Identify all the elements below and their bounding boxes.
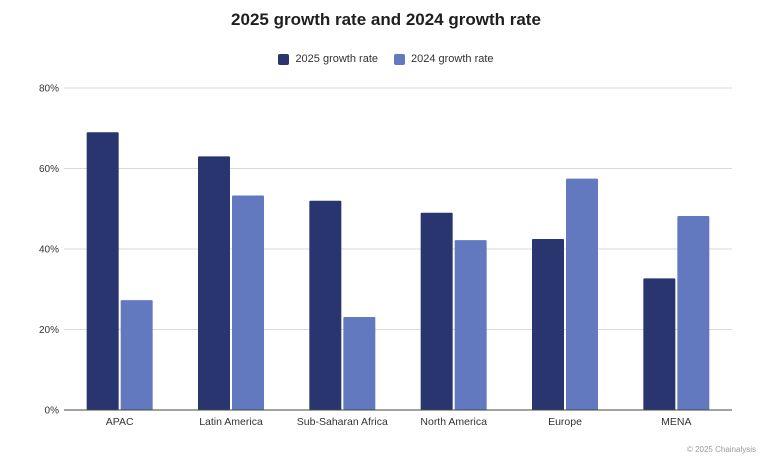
chart-title: 2025 growth rate and 2024 growth rate (231, 10, 541, 29)
bar-2024 (232, 195, 264, 410)
y-tick-label: 40% (39, 245, 59, 256)
legend-item-2025: 2025 growth rate (278, 53, 378, 65)
bar-2025 (532, 238, 564, 410)
copyright-text: © 2025 Chainalysis (686, 445, 756, 454)
legend-swatch-2025 (278, 53, 290, 65)
x-tick-label: Sub-Saharan Africa (297, 416, 388, 428)
bar-2024 (677, 215, 710, 410)
legend-swatch-2024 (394, 53, 405, 65)
y-tick-label: 60% (39, 164, 59, 175)
bar-2024 (454, 240, 487, 410)
bar-2024 (120, 300, 153, 410)
y-tick-label: 20% (39, 325, 59, 336)
x-tick-label: North America (420, 416, 487, 428)
bar-2025 (198, 156, 230, 410)
legend: 2025 growth rate 2024 growth rate (0, 53, 772, 65)
bar-2024 (566, 178, 598, 410)
bar-2025 (309, 200, 342, 410)
x-tick-label: APAC (106, 416, 134, 428)
bar-2024 (343, 317, 376, 410)
x-tick-label: Europe (548, 416, 582, 428)
legend-label-2025: 2025 growth rate (295, 53, 378, 65)
bar-2025 (643, 278, 676, 410)
y-tick-label: 0% (45, 406, 60, 417)
bar-2025 (86, 132, 119, 410)
bar-2025 (420, 212, 453, 410)
x-tick-label: MENA (661, 416, 691, 428)
y-tick-label: 80% (39, 84, 59, 95)
legend-item-2024: 2024 growth rate (394, 53, 494, 65)
legend-label-2024: 2024 growth rate (411, 53, 494, 65)
x-tick-label: Latin America (199, 416, 263, 428)
